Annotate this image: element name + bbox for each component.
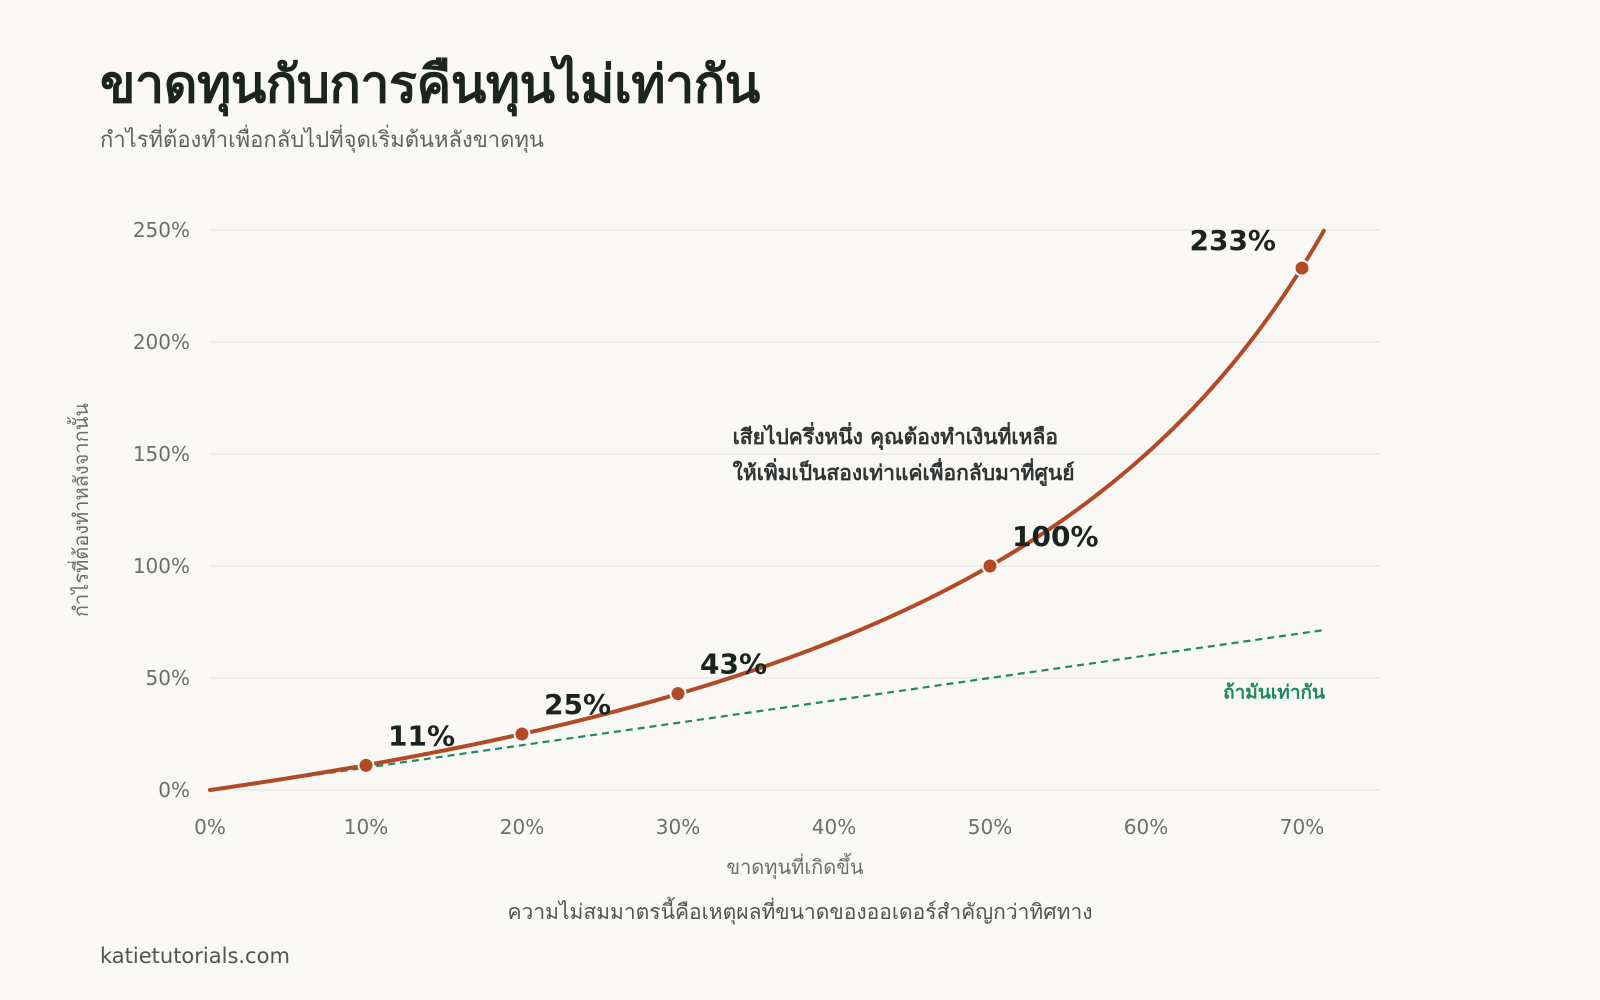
recovery-curve bbox=[208, 228, 1326, 792]
page-title: ขาดทุนกับการคืนทุนไม่เท่ากัน bbox=[100, 55, 760, 115]
y-tick-label: 250% bbox=[133, 218, 190, 242]
chart-annotation: เสียไปครึ่งหนึ่ง คุณต้องทำเงินที่เหลือ ใ… bbox=[733, 421, 1075, 487]
y-tick-label: 50% bbox=[146, 666, 190, 690]
data-point-2 bbox=[669, 685, 687, 703]
x-axis-label: ขาดทุนที่เกิดขึ้น bbox=[726, 853, 864, 880]
x-tick-label: 40% bbox=[812, 815, 856, 839]
y-tick-label: 200% bbox=[133, 330, 190, 354]
x-tick-label: 30% bbox=[656, 815, 700, 839]
y-tick-label: 150% bbox=[133, 442, 190, 466]
data-point-3 bbox=[981, 557, 999, 575]
x-tick-label: 10% bbox=[344, 815, 388, 839]
annotation-line-2: ให้เพิ่มเป็นสองเท่าแค่เพื่อกลับมาที่ศูนย… bbox=[733, 457, 1075, 487]
reference-line-equal bbox=[209, 628, 1324, 792]
source-credit: katietutorials.com bbox=[100, 944, 290, 968]
data-point-4 bbox=[1293, 259, 1311, 277]
data-points bbox=[357, 259, 1311, 774]
x-axis-ticks: 0% 10% 20% 30% 40% 50% 60% 70% bbox=[194, 815, 1324, 839]
data-label-4: 233% bbox=[1189, 224, 1276, 257]
y-tick-label: 0% bbox=[158, 778, 190, 802]
data-label-2: 43% bbox=[700, 648, 767, 681]
x-tick-label: 60% bbox=[1124, 815, 1168, 839]
data-label-1: 25% bbox=[544, 688, 611, 721]
data-point-1 bbox=[513, 725, 531, 743]
y-axis-ticks: 0% 50% 100% 150% 200% 250% bbox=[133, 218, 190, 802]
x-tick-label: 50% bbox=[968, 815, 1012, 839]
data-label-3: 100% bbox=[1012, 520, 1099, 553]
reference-line-label: ถ้ามันเท่ากัน bbox=[1223, 681, 1325, 703]
x-tick-label: 70% bbox=[1280, 815, 1324, 839]
x-tick-label: 0% bbox=[194, 815, 226, 839]
y-axis-label: กำไรที่ต้องทำหลังจากนั้น bbox=[67, 403, 93, 617]
chart-footnote: ความไม่สมมาตรนี้คือเหตุผลที่ขนาดของออเดอ… bbox=[507, 900, 1093, 924]
page-subtitle: กำไรที่ต้องทำเพื่อกลับไปที่จุดเริ่มต้นหล… bbox=[100, 128, 544, 153]
data-labels: 11% 25% 43% 100% 233% bbox=[388, 224, 1276, 752]
x-tick-label: 20% bbox=[500, 815, 544, 839]
data-point-0 bbox=[357, 756, 375, 774]
grid-lines bbox=[210, 229, 1380, 791]
annotation-line-1: เสียไปครึ่งหนึ่ง คุณต้องทำเงินที่เหลือ bbox=[733, 421, 1058, 451]
data-label-0: 11% bbox=[388, 719, 455, 752]
y-tick-label: 100% bbox=[133, 554, 190, 578]
